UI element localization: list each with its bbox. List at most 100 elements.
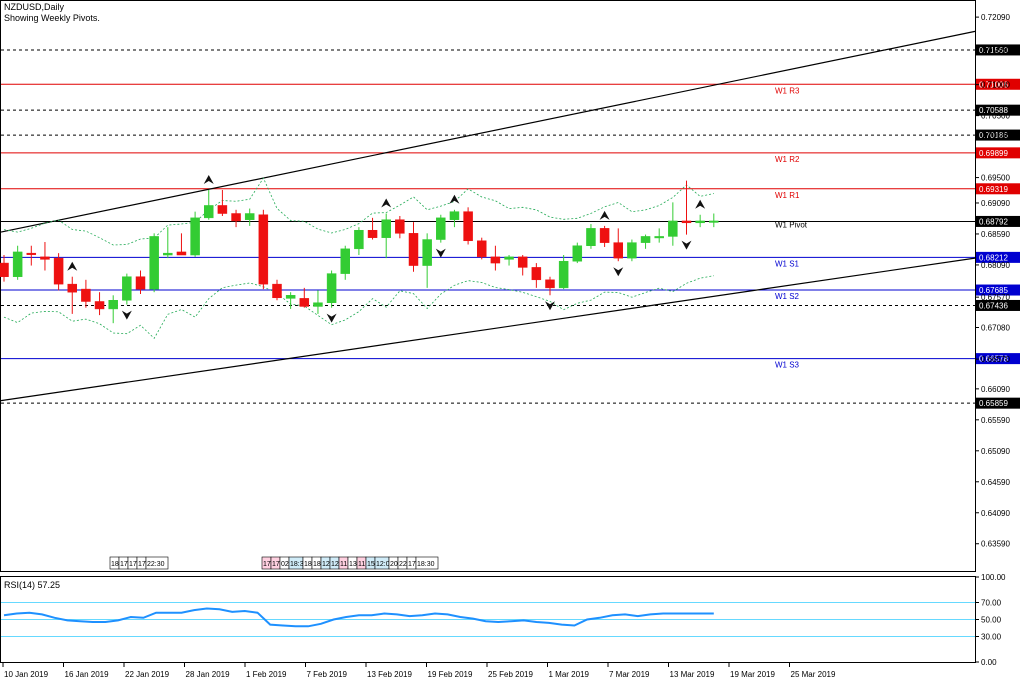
- price-label: 0.69899: [979, 149, 1008, 158]
- fractal-up-arrow: [381, 198, 392, 208]
- envelope-upper: [3, 177, 714, 246]
- fractal-up-arrow: [203, 174, 214, 184]
- price-label-box: [976, 215, 1020, 227]
- envelope-lower: [3, 275, 714, 339]
- price-tick-label: 0.66090: [981, 385, 1010, 394]
- time-tick-label: 22 Jan 2019: [125, 670, 170, 679]
- candle-body: [190, 217, 200, 256]
- price-label: 0.65859: [979, 399, 1008, 408]
- candle-body: [122, 276, 132, 301]
- candle-body: [504, 256, 514, 260]
- fractal-down-arrow: [435, 248, 446, 258]
- candle-body: [395, 219, 405, 234]
- session-time: 17:: [263, 561, 273, 568]
- level-name: W1 Pivot: [775, 220, 808, 229]
- price-tick-label: 0.70186: [981, 131, 1010, 140]
- candle-body: [436, 217, 446, 240]
- candle-body: [176, 251, 187, 256]
- rsi-title: RSI(14) 57.25: [4, 580, 60, 590]
- price-label-box: [976, 353, 1020, 365]
- candle-body: [517, 256, 528, 268]
- candle-body: [231, 213, 241, 222]
- price-label: 0.67436: [979, 301, 1008, 310]
- rsi-tick-label: 50.00: [981, 616, 1002, 625]
- candle-body: [313, 302, 323, 307]
- price-label-box: [976, 104, 1020, 116]
- rsi-tick-label: 70.00: [981, 599, 1002, 608]
- price-label-box: [976, 284, 1020, 296]
- time-tick-label: 1 Mar 2019: [549, 670, 590, 679]
- level-name: W1 S1: [775, 259, 800, 268]
- time-tick-label: 16 Jan 2019: [65, 670, 110, 679]
- session-time: 17:: [129, 561, 139, 568]
- candle-body: [668, 220, 678, 237]
- level-name: W1 R2: [775, 155, 800, 164]
- session-time: 11:: [340, 561, 349, 568]
- time-tick-label: 1 Feb 2019: [246, 670, 287, 679]
- price-label: 0.70588: [979, 106, 1008, 115]
- candle-body: [477, 240, 487, 258]
- price-label: 0.68212: [979, 253, 1008, 262]
- session-time: 02:: [281, 561, 291, 568]
- price-label-box: [976, 129, 1020, 141]
- trendline: [0, 257, 976, 402]
- price-tick-label: 0.71560: [981, 46, 1010, 55]
- candle-body: [463, 211, 473, 242]
- candle-body: [299, 298, 310, 307]
- candle-body: [272, 283, 282, 299]
- candle-body: [326, 273, 337, 303]
- candle-body: [367, 229, 378, 238]
- level-name: W1 S3: [775, 361, 800, 370]
- candle-body: [340, 248, 350, 274]
- candle-body: [81, 288, 91, 302]
- fractal-down-arrow: [326, 313, 337, 323]
- candle-body: [149, 236, 159, 290]
- price-label: 0.68792: [979, 217, 1008, 226]
- session-time: 17:: [138, 561, 148, 568]
- price-tick-label: 0.70500: [981, 112, 1010, 121]
- session-time: 12:: [331, 561, 341, 568]
- price-label-box: [976, 397, 1020, 409]
- candle-body: [586, 228, 596, 246]
- candle-body: [545, 279, 555, 289]
- candle-body: [0, 262, 9, 277]
- session-time: 17:: [120, 561, 130, 568]
- price-tick-label: 0.67080: [981, 324, 1010, 333]
- candle-body: [408, 233, 419, 266]
- time-tick-label: 19 Mar 2019: [730, 670, 775, 679]
- session-time: 20:: [390, 561, 400, 568]
- candle-body: [572, 245, 583, 262]
- price-label: 0.70186: [979, 131, 1008, 140]
- time-tick-label: 13 Feb 2019: [367, 670, 412, 679]
- candle-body: [67, 283, 77, 293]
- rsi-tick-label: 0.00: [981, 658, 997, 667]
- candle-body: [422, 239, 432, 266]
- candle-body: [285, 295, 296, 299]
- price-label-box: [976, 44, 1020, 56]
- candle-body: [654, 236, 664, 239]
- time-tick-label: 10 Jan 2019: [4, 670, 49, 679]
- candle-body: [244, 213, 255, 220]
- price-label: 0.66578: [979, 355, 1008, 364]
- candle-body: [531, 267, 542, 281]
- price-label: 0.69319: [979, 185, 1008, 194]
- session-time: 12:08: [376, 561, 394, 568]
- price-tick-label: 0.66570: [981, 355, 1010, 364]
- candle-body: [640, 236, 651, 243]
- rsi-tick-label: 100.00: [981, 573, 1006, 582]
- fractal-down-arrow: [121, 310, 132, 320]
- candle-body: [108, 300, 118, 310]
- price-label-box: [976, 299, 1020, 311]
- candle-body: [449, 211, 460, 220]
- candle-body: [354, 229, 364, 250]
- price-label: 0.67685: [979, 286, 1008, 295]
- session-time: 13:: [349, 561, 359, 568]
- time-tick-label: 25 Mar 2019: [791, 670, 836, 679]
- session-time: 11:: [358, 561, 367, 568]
- candle-body: [135, 276, 146, 290]
- time-tick-label: 19 Feb 2019: [428, 670, 473, 679]
- candle-body: [558, 260, 569, 289]
- price-tick-label: 0.68590: [981, 230, 1010, 239]
